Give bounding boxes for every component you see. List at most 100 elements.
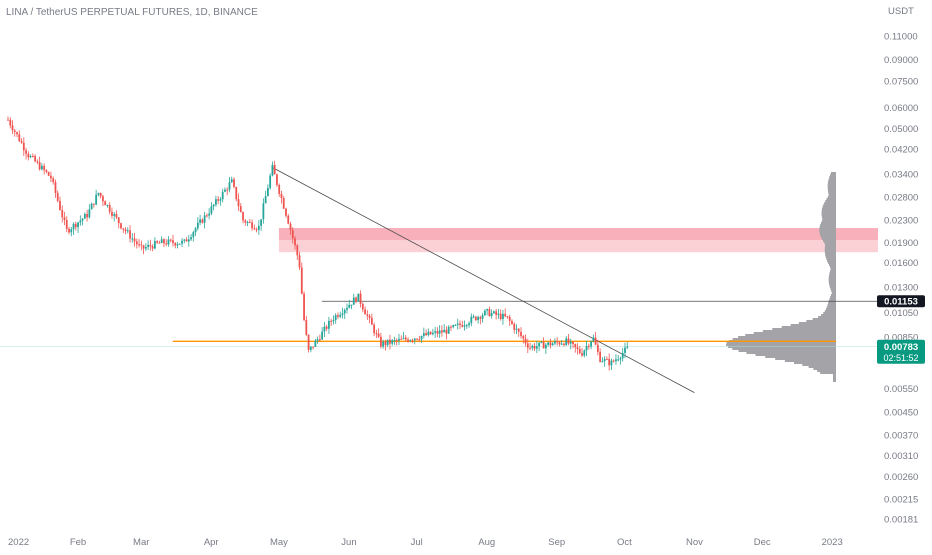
volume-profile-bar: [821, 220, 836, 222]
candle-body: [86, 213, 88, 218]
candle-body: [95, 194, 98, 205]
volume-profile-bar: [765, 356, 836, 358]
candle-body: [215, 199, 217, 205]
volume-profile-bar: [829, 298, 836, 300]
candle-body: [490, 313, 493, 317]
candle-body: [138, 244, 140, 246]
last-price-badge: [877, 339, 925, 364]
candle-body: [608, 358, 611, 366]
candle-body: [493, 311, 495, 314]
candle-body: [289, 223, 292, 231]
candle-body: [497, 313, 500, 315]
y-tick-label: 0.11000: [884, 32, 918, 43]
candle-body: [468, 323, 470, 326]
candle-body: [165, 243, 168, 245]
candle-body: [59, 200, 61, 210]
candle-body: [488, 309, 491, 317]
candle-body: [104, 201, 107, 206]
candle-body: [513, 323, 516, 330]
volume-profile-bar: [821, 314, 836, 316]
volume-profile-bar: [745, 334, 836, 336]
candle-body: [154, 241, 156, 249]
volume-profile-bar: [823, 240, 836, 242]
candle-body: [615, 359, 617, 362]
volume-profile-bar: [830, 174, 836, 176]
volume-profile-bar: [830, 172, 836, 174]
candle-body: [529, 347, 531, 349]
candle-body: [318, 339, 321, 341]
volume-profile-bar: [819, 230, 836, 232]
volume-profile-bar: [775, 358, 836, 360]
candle-body: [183, 239, 186, 241]
candle-body: [142, 245, 145, 249]
candle-body: [425, 333, 427, 336]
candle-body: [526, 343, 529, 348]
candle-body: [122, 228, 125, 230]
y-tick-label: 0.00450: [884, 407, 918, 418]
candle-body: [511, 320, 513, 324]
candle-body: [332, 320, 335, 322]
candle-body: [459, 323, 461, 326]
candle-body: [235, 186, 238, 200]
candle-body: [479, 317, 482, 319]
volume-profile-bar: [827, 182, 836, 184]
candle-body: [126, 230, 129, 232]
candle-body: [398, 338, 400, 341]
candle-body: [495, 311, 498, 315]
volume-profile-bar: [825, 308, 836, 310]
candle-body: [102, 196, 104, 202]
volume-profile-bar: [827, 304, 836, 306]
y-tick-label: 0.00181: [884, 515, 918, 526]
volume-profile-bar: [738, 336, 836, 338]
candle-body: [450, 326, 452, 328]
candle-body: [230, 179, 233, 183]
candle-body: [27, 153, 30, 158]
volume-profile-bar: [825, 256, 836, 258]
candle-body: [228, 182, 231, 190]
candle-body: [237, 199, 240, 207]
trendline[interactable]: [272, 167, 695, 394]
candle-body: [583, 350, 586, 356]
candle-body: [178, 243, 181, 245]
candle-body: [34, 156, 37, 162]
candle-body: [337, 315, 339, 317]
candle-body: [181, 240, 183, 244]
candle-body: [554, 341, 556, 344]
candle-body: [77, 222, 79, 228]
x-tick-label: Apr: [204, 537, 219, 548]
volume-profile-bar: [746, 352, 836, 354]
candle-body: [106, 205, 109, 207]
candle-body: [129, 230, 131, 239]
candle-body: [569, 341, 572, 344]
candle-body: [36, 161, 39, 163]
y-tick-label: 0.06000: [884, 103, 918, 114]
candle-body: [267, 187, 269, 197]
candle-body: [434, 331, 437, 333]
candle-body: [321, 331, 324, 340]
candle-body: [576, 347, 579, 350]
volume-profile-bar: [820, 372, 836, 374]
volume-profile-bar: [781, 326, 836, 328]
candle-body: [486, 309, 489, 311]
candle-body: [542, 341, 545, 349]
candle-body: [260, 219, 263, 226]
candle-body: [549, 342, 552, 346]
candle-body: [111, 211, 113, 216]
candle-body: [172, 240, 174, 244]
candle-body: [31, 156, 34, 158]
candle-body: [563, 343, 565, 345]
candle-body: [359, 293, 362, 304]
volume-profile-bar: [798, 322, 836, 324]
candle-body: [389, 339, 391, 344]
candle-body: [386, 339, 389, 346]
volume-profile-bar: [755, 354, 836, 356]
candle-body: [477, 317, 479, 321]
y-tick-label: 0.02800: [884, 192, 918, 203]
candle-body: [422, 333, 425, 336]
volume-profile-bar: [820, 222, 836, 224]
candle-body: [269, 175, 272, 188]
volume-profile-bar: [825, 200, 836, 202]
candle-body: [316, 339, 319, 341]
